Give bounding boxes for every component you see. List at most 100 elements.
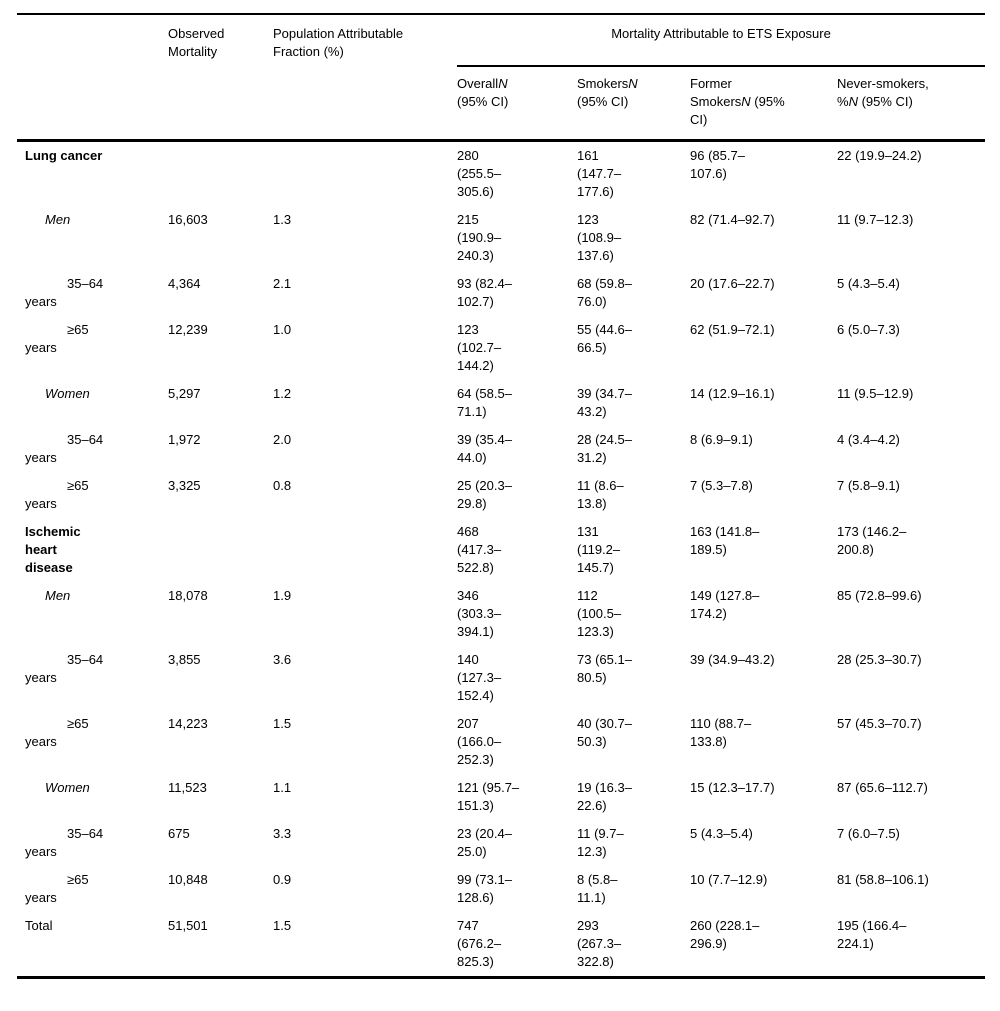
col-header-former-smokers-n: N [741, 94, 751, 109]
table-row: ≥65 years 12,239 1.0 123 (102.7–144.2) 5… [17, 316, 985, 380]
row-label: Lung cancer [25, 148, 103, 163]
header-row-sub: OverallN (95% CI) SmokersN (95% CI) Form… [17, 66, 985, 141]
smokers-value: 68 (59.8–76.0) [577, 276, 632, 309]
observed-mortality-value: 10,848 [168, 872, 208, 887]
observed-mortality-value: 12,239 [168, 322, 208, 337]
never-smokers-value: 57 (45.3–70.7) [837, 716, 922, 731]
former-smokers-value: 8 (6.9–9.1) [690, 432, 753, 447]
paf-value: 2.0 [273, 432, 292, 447]
observed-mortality-value: 14,223 [168, 716, 208, 731]
observed-mortality-cell: 5,297 [168, 380, 273, 426]
paf-cell: 1.5 [273, 710, 457, 774]
former-smokers-value: 163 (141.8–189.5) [690, 524, 760, 557]
former-smokers-cell: 163 (141.8–189.5) [690, 518, 837, 582]
overall-value: 64 (58.5–71.1) [457, 386, 512, 419]
table-row: Men 16,603 1.3 215 (190.9–240.3) 123 (10… [17, 206, 985, 270]
overall-cell: 25 (20.3–29.8) [457, 472, 577, 518]
former-smokers-value: 7 (5.3–7.8) [690, 478, 753, 493]
former-smokers-cell: 7 (5.3–7.8) [690, 472, 837, 518]
overall-value: 346 (303.3–394.1) [457, 588, 502, 639]
overall-value: 123 (102.7–144.2) [457, 322, 502, 373]
never-smokers-value: 11 (9.7–12.3) [837, 212, 914, 227]
row-label: 35–64 years [25, 432, 104, 465]
row-label-cell: Total [17, 912, 168, 978]
smokers-cell: 123 (108.9–137.6) [577, 206, 690, 270]
row-label-cell: ≥65 years [17, 472, 168, 518]
never-smokers-cell: 11 (9.7–12.3) [837, 206, 985, 270]
observed-mortality-cell: 16,603 [168, 206, 273, 270]
former-smokers-value: 15 (12.3–17.7) [690, 780, 775, 795]
never-smokers-cell: 28 (25.3–30.7) [837, 646, 985, 710]
row-label-cell: 35–64 years [17, 426, 168, 472]
col-group-header-ets-exposure: Mortality Attributable to ETS Exposure [457, 14, 986, 67]
former-smokers-value: 82 (71.4–92.7) [690, 212, 775, 227]
former-smokers-value: 5 (4.3–5.4) [690, 826, 753, 841]
paf-value: 0.8 [273, 478, 292, 493]
overall-value: 140 (127.3–152.4) [457, 652, 502, 703]
row-label-cell: Ischemic heart disease [17, 518, 168, 582]
former-smokers-cell: 82 (71.4–92.7) [690, 206, 837, 270]
observed-mortality-cell: 3,855 [168, 646, 273, 710]
smokers-value: 112 (100.5–123.3) [577, 588, 622, 639]
never-smokers-cell: 57 (45.3–70.7) [837, 710, 985, 774]
col-header-paf: Population Attributable Fraction (%) [273, 14, 457, 141]
former-smokers-value: 110 (88.7–133.8) [690, 716, 752, 749]
observed-mortality-value: 1,972 [168, 432, 201, 447]
overall-value: 23 (20.4–25.0) [457, 826, 512, 859]
table-row: ≥65 years 14,223 1.5 207 (166.0–252.3) 4… [17, 710, 985, 774]
smokers-value: 131 (119.2–145.7) [577, 524, 621, 575]
former-smokers-value: 96 (85.7–107.6) [690, 148, 745, 181]
col-header-paf-label: Population Attributable Fraction (%) [273, 26, 404, 59]
row-label: 35–64 years [25, 652, 104, 685]
smokers-cell: 40 (30.7–50.3) [577, 710, 690, 774]
paf-cell [273, 139, 457, 206]
paf-value: 3.6 [273, 652, 292, 667]
smokers-value: 40 (30.7–50.3) [577, 716, 632, 749]
observed-mortality-cell: 10,848 [168, 866, 273, 912]
smokers-cell: 55 (44.6–66.5) [577, 316, 690, 380]
row-label-cell: 35–64 years [17, 820, 168, 866]
paf-cell: 1.5 [273, 912, 457, 978]
former-smokers-cell: 14 (12.9–16.1) [690, 380, 837, 426]
row-label: Men [45, 588, 71, 603]
paf-cell: 1.1 [273, 774, 457, 820]
row-label: ≥65 years [25, 872, 89, 905]
observed-mortality-cell: 18,078 [168, 582, 273, 646]
observed-mortality-value: 3,855 [168, 652, 201, 667]
former-smokers-cell: 20 (17.6–22.7) [690, 270, 837, 316]
never-smokers-value: 6 (5.0–7.3) [837, 322, 900, 337]
never-smokers-cell: 7 (6.0–7.5) [837, 820, 985, 866]
never-smokers-value: 7 (6.0–7.5) [837, 826, 900, 841]
never-smokers-cell: 6 (5.0–7.3) [837, 316, 985, 380]
overall-value: 215 (190.9–240.3) [457, 212, 502, 263]
table-head: Observed Mortality Population Attributab… [17, 14, 986, 141]
row-label: 35–64 years [25, 276, 104, 309]
observed-mortality-value: 3,325 [168, 478, 201, 493]
never-smokers-value: 22 (19.9–24.2) [837, 148, 922, 163]
row-label: Women [45, 386, 90, 401]
col-header-never-smokers-ci: (95% CI) [857, 94, 913, 109]
observed-mortality-value: 4,364 [168, 276, 201, 291]
col-header-former-smokers-ci: (95% CI) [690, 94, 785, 127]
table-row: 35–64 years 3,855 3.6 140 (127.3–152.4) … [17, 646, 985, 710]
never-smokers-value: 85 (72.8–99.6) [837, 588, 922, 603]
col-header-former-smokers: Former SmokersN (95% CI) [690, 66, 837, 141]
overall-cell: 215 (190.9–240.3) [457, 206, 577, 270]
smokers-value: 11 (9.7–12.3) [577, 826, 624, 859]
row-label-cell: Men [17, 582, 168, 646]
smokers-value: 11 (8.6–13.8) [577, 478, 624, 511]
row-label-cell: Men [17, 206, 168, 270]
col-header-observed-mortality: Observed Mortality [168, 14, 273, 141]
smokers-value: 55 (44.6–66.5) [577, 322, 632, 355]
smokers-cell: 293 (267.3–322.8) [577, 912, 690, 978]
paf-value: 0.9 [273, 872, 292, 887]
paf-cell: 0.9 [273, 866, 457, 912]
col-header-overall-ci: (95% CI) [457, 94, 509, 109]
row-label: Ischemic heart disease [25, 524, 81, 575]
smokers-cell: 28 (24.5–31.2) [577, 426, 690, 472]
observed-mortality-value: 18,078 [168, 588, 208, 603]
paf-cell: 1.2 [273, 380, 457, 426]
paf-cell: 1.3 [273, 206, 457, 270]
smokers-value: 73 (65.1–80.5) [577, 652, 632, 685]
paf-value: 2.1 [273, 276, 292, 291]
